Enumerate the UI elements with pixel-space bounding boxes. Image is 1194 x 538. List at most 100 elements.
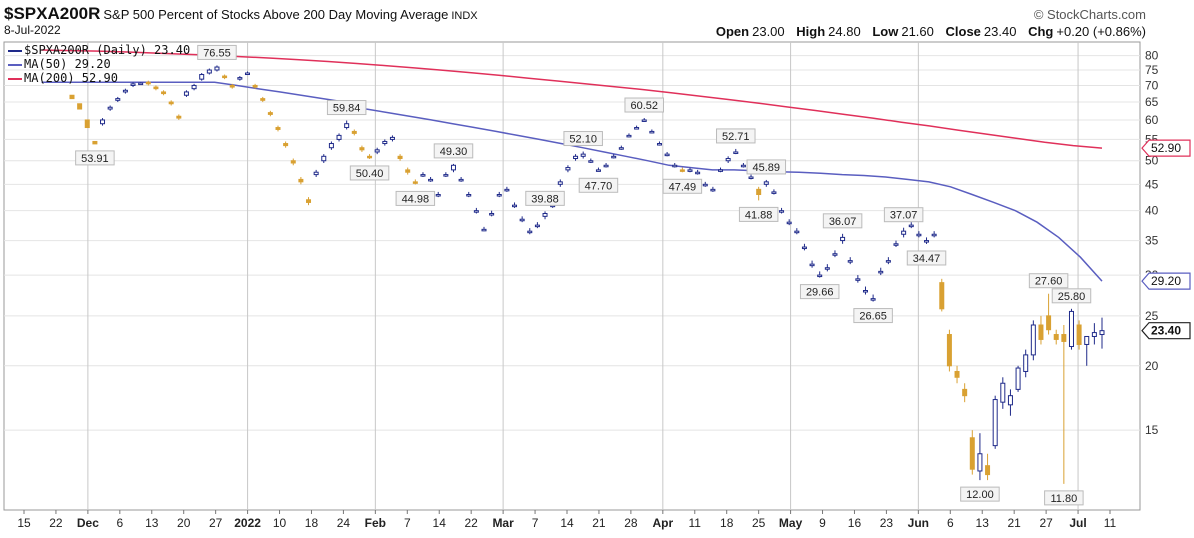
x-tick-label: 14 [433,516,447,530]
candle-body [1000,382,1006,403]
annotation-box [525,190,565,206]
annotation-label: 47.70 [585,180,613,192]
candle-body [656,143,662,146]
candle-body [504,188,510,192]
plot-frame [3,41,1141,511]
candle-body [359,147,365,151]
annotation-label: 44.98 [402,193,430,205]
ma200-price-tag [1141,139,1191,157]
candle-body [847,260,853,263]
annotation-label: 37.07 [890,210,918,222]
x-tick-label: Dec [77,516,99,530]
annotation-box [349,165,390,181]
x-tick-label: 22 [49,516,63,530]
symbol-description: S&P 500 Percent of Stocks Above 200 Day … [103,7,449,22]
candle-body [885,260,891,263]
x-tick-label: 10 [273,516,287,530]
x-tick-label: 21 [592,516,606,530]
y-tick-label: 60 [1145,113,1159,127]
annotation-box [799,284,840,300]
x-tick-label: 13 [976,516,990,530]
legend-ma200: MA(200) 52.90 [8,71,118,85]
candle-body [832,253,838,256]
x-tick-label: 18 [305,516,319,530]
candle-body [840,236,846,242]
low-label: Low [872,24,899,39]
y-tick-label: 70 [1145,78,1159,92]
x-tick-label: May [779,516,803,530]
candle-body [969,437,975,470]
last-price-tag-label: 23.40 [1151,324,1181,338]
candle-body [374,149,380,153]
x-tick-label: 14 [560,516,574,530]
annotation-box [1044,490,1084,506]
annotation-box [433,143,474,159]
candle-body [1046,315,1052,331]
candle-body [924,240,930,243]
annotation-label: 59.84 [333,103,361,115]
candle-body [92,140,98,145]
high-label: High [796,24,826,39]
candle-body [382,140,388,145]
y-tick-label: 15 [1145,423,1159,437]
y-tick-label: 35 [1145,234,1159,248]
candle-body [466,193,472,197]
x-tick-label: 18 [720,516,734,530]
annotation-label: 34.47 [913,253,941,265]
annotation-box [746,159,787,175]
legend-swatch-ma200 [8,77,22,80]
candle-body [496,193,502,197]
annotation-label: 50.40 [356,168,384,180]
candle-body [672,164,678,168]
candle-body [229,84,235,88]
annotation-box [883,207,924,223]
candle-body [237,77,243,80]
candle-body [573,155,579,160]
candle-body [779,210,785,213]
legend-main-label: $SPXA200R (Daily) 23.40 [24,43,191,57]
ma200-price-tag-label: 52.90 [1151,141,1181,155]
x-tick-label: Apr [652,516,673,530]
candle-body [748,176,754,179]
close-label: Close [945,24,981,39]
candle-body [107,106,113,110]
legend-ma50-label: MA(50) 29.20 [24,57,111,71]
candle-body [763,181,769,185]
candle-body [176,115,182,119]
candle-body [931,233,937,237]
candle-body [718,169,724,172]
annotation-box [738,206,779,222]
candle-body [740,164,746,168]
annotation-label: 76.55 [203,47,231,59]
candle-body [199,74,205,80]
annotation-label: 39.88 [531,193,559,205]
close-value: 23.40 [983,24,1017,39]
annotation-box [75,150,115,166]
candle-body [862,290,868,293]
candle-body [786,221,792,225]
candle-body [702,183,708,187]
candle-body [908,224,914,228]
annotation-box [624,97,664,113]
annotation-label: 12.00 [966,489,994,501]
candle-body [405,169,411,173]
candle-body [557,181,563,185]
candle-body [649,130,655,134]
candle-body [1091,332,1097,337]
candle-body [870,298,876,301]
candle-body [115,98,121,101]
candle-body [542,212,548,217]
x-tick-label: 11 [1104,516,1117,530]
low-value: 21.60 [901,24,934,39]
candle-body [580,153,586,157]
candle-body [344,123,350,129]
exchange-label: INDX [451,10,478,22]
candle-body [618,147,624,150]
y-tick-label: 75 [1145,63,1159,77]
candle-body [855,278,861,281]
candle-body [946,334,952,367]
candle-body [244,72,250,76]
annotation-box [563,131,603,147]
x-tick-label: 2022 [234,516,261,530]
legend-swatch-main [8,49,22,52]
